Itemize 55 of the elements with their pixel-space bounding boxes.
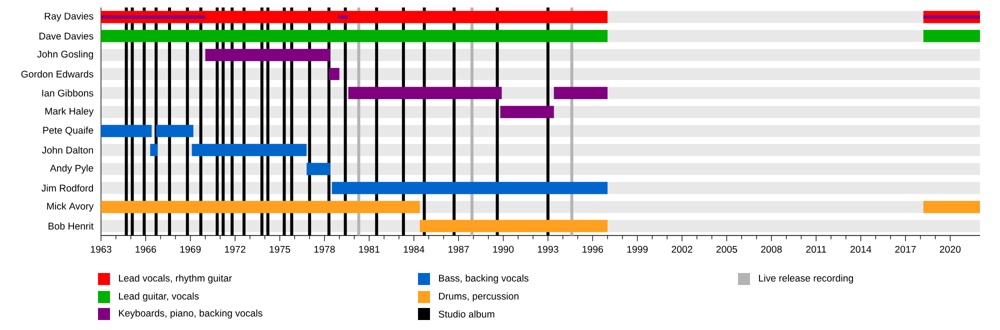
y-tick-label: Jim Rodford	[42, 184, 94, 192]
bar	[101, 10, 608, 24]
x-tick-label: 1966	[136, 246, 156, 253]
legend-label: Keyboards, piano, backing vocals	[119, 309, 262, 319]
y-tick-label: Andy Pyle	[50, 164, 94, 174]
y-tick-label: Mick Avory	[47, 202, 94, 212]
y-tick-label: Ian Gibbons	[42, 89, 94, 97]
legend-label: Lead vocals, rhythm guitar	[119, 274, 232, 284]
x-tick-label: 1996	[582, 246, 603, 253]
legend-label: Bass, backing vocals	[439, 274, 528, 284]
bar	[348, 86, 502, 100]
x-tick-label: 1999	[627, 246, 648, 253]
x-tick-label: 2014	[850, 246, 872, 253]
y-tick-label: Pete Quaife	[43, 126, 94, 136]
y-tick-label: Ray Davies	[44, 12, 94, 22]
bar	[150, 144, 158, 156]
bar	[923, 30, 980, 42]
bar	[156, 124, 194, 138]
legend-label: Lead guitar, vocals	[119, 292, 199, 302]
bar	[923, 200, 980, 214]
x-tick-label: 1984	[404, 246, 424, 253]
bar	[101, 30, 608, 42]
bar	[328, 68, 340, 80]
x-tick-label: 1987	[448, 246, 469, 253]
bar	[306, 162, 330, 176]
bar	[205, 48, 330, 62]
bar	[420, 220, 608, 232]
bar	[101, 200, 420, 214]
x-tick-label: 2020	[940, 246, 961, 253]
bar	[332, 182, 608, 194]
bar	[192, 144, 307, 156]
y-tick-label: Bob Henrit	[48, 222, 94, 230]
x-tick-label: 2005	[716, 246, 738, 253]
x-tick-label: 2011	[806, 246, 826, 253]
bar	[101, 124, 152, 138]
x-tick-label: 2002	[672, 246, 692, 253]
x-tick-label: 1969	[180, 246, 201, 253]
legend-label: Drums, percussion	[439, 292, 518, 302]
y-tick-label: Gordon Edwards	[21, 70, 94, 78]
x-tick-label: 1963	[90, 246, 112, 253]
x-tick-label: 1993	[538, 246, 558, 253]
bar	[500, 106, 554, 118]
y-tick-label: Mark Haley	[45, 107, 94, 116]
x-tick-label: 1990	[493, 246, 514, 253]
legend-label: Studio album	[438, 310, 494, 318]
legend-label: Live release recording	[759, 274, 854, 284]
x-tick-label: 2008	[761, 246, 782, 253]
x-tick-label: 1972	[225, 246, 246, 253]
x-tick-label: 2017	[895, 246, 916, 253]
x-tick-label: 1981	[359, 246, 380, 253]
y-tick-label: John Gosling	[37, 50, 93, 60]
x-tick-label: 1975	[270, 246, 290, 253]
y-tick-label: Dave Davies	[39, 32, 94, 40]
x-tick-label: 1978	[314, 246, 335, 253]
y-tick-label: John Dalton	[42, 146, 93, 154]
